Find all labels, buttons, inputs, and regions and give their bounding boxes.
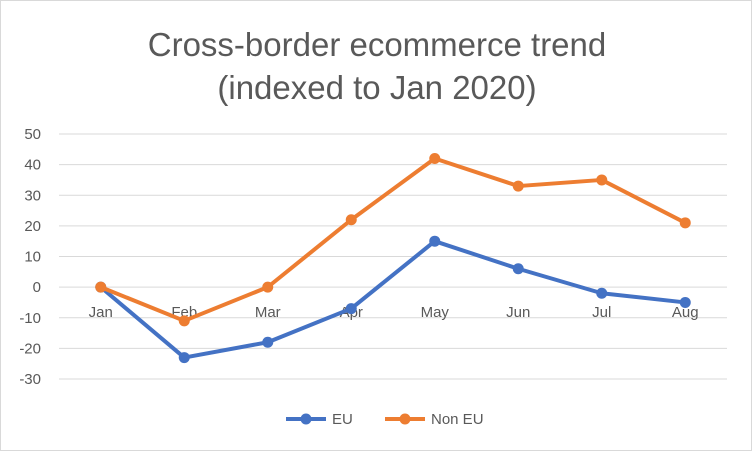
series-line	[98, 156, 688, 323]
y-tick-label: 20	[24, 218, 41, 235]
data-point	[679, 296, 691, 308]
data-point	[429, 235, 441, 247]
data-point	[178, 352, 190, 364]
y-tick-label: 30	[24, 187, 41, 204]
y-tick-label: -30	[19, 371, 41, 388]
series-lines	[95, 153, 691, 364]
data-point	[429, 153, 441, 164]
legend-marker	[399, 413, 411, 425]
x-axis-tick-labels: JanFebMarAprMayJunJulAug	[89, 304, 699, 321]
data-point	[596, 174, 608, 186]
chart-title-line-2: (indexed to Jan 2020)	[217, 69, 536, 106]
chart-title-line-1: Cross-border ecommerce trend	[148, 26, 607, 63]
data-point	[262, 281, 274, 293]
series-line	[98, 239, 688, 360]
data-point	[95, 281, 107, 293]
legend-label: Non EU	[431, 411, 484, 428]
y-tick-label: 50	[24, 126, 41, 143]
data-point	[512, 263, 524, 275]
data-point	[262, 336, 274, 348]
x-tick-label: Mar	[255, 304, 281, 321]
x-tick-label: May	[421, 304, 450, 321]
data-point	[596, 287, 608, 299]
x-tick-label: Jun	[506, 304, 530, 321]
y-tick-label: 0	[33, 279, 41, 296]
data-point	[178, 315, 190, 327]
y-axis-tick-labels: 50 40 30 20 10 0 -10 -20 -30	[19, 126, 41, 388]
gridlines	[59, 133, 727, 380]
y-tick-label: 10	[24, 249, 41, 266]
data-point	[679, 217, 691, 229]
x-tick-label: Jan	[89, 304, 113, 321]
legend-label: EU	[332, 411, 353, 428]
legend-marker	[300, 413, 312, 425]
data-point	[512, 180, 524, 192]
y-tick-label: -10	[19, 310, 41, 327]
y-tick-label: 40	[24, 157, 41, 174]
y-tick-label: -20	[19, 340, 41, 357]
legend: EU Non EU	[286, 411, 484, 428]
x-tick-label: Jul	[592, 304, 611, 321]
data-point	[345, 214, 357, 226]
x-tick-label: Aug	[672, 304, 699, 321]
data-point	[345, 303, 357, 315]
